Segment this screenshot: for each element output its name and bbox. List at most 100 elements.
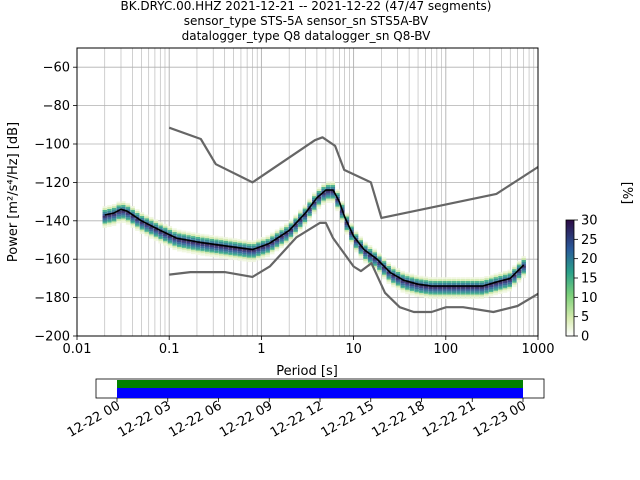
heatmap-cell — [442, 294, 447, 298]
heatmap-cell — [428, 286, 433, 290]
heatmap-cell — [516, 279, 522, 283]
heatmap-cell — [302, 208, 308, 212]
heatmap-cell — [307, 202, 312, 206]
heatmap-cell — [246, 249, 252, 253]
heatmap-cell — [121, 216, 126, 220]
heatmap-cell — [419, 281, 424, 285]
heatmap-cell — [442, 292, 447, 296]
heatmap-cell — [507, 271, 512, 275]
heatmap-cell — [521, 259, 526, 263]
y-tick-label: −160 — [34, 253, 70, 268]
heatmap-cell — [442, 279, 447, 282]
heatmap-cell — [163, 241, 168, 244]
heatmap-cell — [465, 296, 471, 299]
heatmap-cell — [484, 276, 489, 279]
heatmap-cell — [372, 262, 377, 265]
heatmap-cell — [312, 207, 317, 211]
heatmap-cell — [177, 231, 182, 235]
heatmap-cell — [242, 253, 247, 256]
heatmap-cell — [488, 274, 494, 278]
heatmap-cell — [488, 284, 494, 287]
heatmap-cell — [442, 288, 447, 292]
heatmap-cell — [288, 221, 294, 225]
heatmap-cell — [298, 209, 303, 213]
heatmap-cell — [419, 289, 424, 292]
heatmap-cell — [312, 211, 317, 215]
heatmap-cell — [204, 253, 210, 257]
heatmap-cell — [428, 288, 433, 292]
heatmap-cell — [461, 277, 466, 280]
heatmap-cell — [163, 223, 168, 227]
heatmap-cell — [474, 290, 480, 294]
heatmap-cell — [470, 281, 475, 284]
heatmap-cell — [414, 294, 419, 297]
heatmap-cell — [246, 255, 252, 259]
heatmap-cell — [516, 274, 522, 277]
heatmap-cell — [284, 232, 289, 236]
heatmap-cell — [307, 212, 312, 215]
heatmap-cell — [437, 286, 443, 290]
heatmap-cell — [316, 200, 322, 204]
heatmap-cell — [405, 291, 410, 295]
heatmap-cell — [223, 248, 228, 252]
heatmap-cell — [130, 221, 135, 224]
heatmap-cell — [251, 259, 256, 263]
heatmap-cell — [186, 237, 191, 240]
heatmap-cell — [512, 269, 517, 272]
heatmap-cell — [242, 241, 247, 245]
heatmap-cell — [232, 247, 238, 251]
heatmap-cell — [195, 250, 201, 254]
heatmap-cell — [414, 288, 419, 291]
heatmap-cell — [363, 243, 368, 247]
heatmap-cell — [521, 271, 526, 275]
heatmap-cell — [177, 233, 182, 237]
heatmap-cell — [312, 209, 317, 213]
heatmap-cell — [181, 230, 187, 234]
heatmap-cell — [395, 287, 401, 290]
x-tick-label: 100 — [433, 342, 458, 357]
heatmap-cell — [367, 264, 373, 267]
heatmap-cell — [144, 218, 149, 222]
timeline-tick-label: 12-22 18 — [369, 398, 427, 440]
heatmap-cell — [419, 293, 424, 296]
heatmap-cell — [419, 287, 424, 290]
heatmap-cell — [372, 254, 377, 257]
heatmap-cell — [200, 253, 205, 256]
heatmap-cell — [288, 229, 294, 232]
heatmap-cell — [256, 253, 261, 257]
heatmap-cell — [414, 278, 419, 282]
heatmap-cell — [409, 285, 415, 288]
heatmap-cell — [246, 244, 252, 247]
heatmap-cell — [149, 218, 154, 222]
heatmap-cell — [400, 284, 405, 287]
heatmap-cell — [428, 290, 433, 294]
heatmap-cell — [344, 228, 350, 231]
heatmap-cell — [270, 236, 275, 240]
heatmap-cell — [191, 234, 196, 237]
heatmap-cell — [125, 218, 131, 221]
heatmap-cell — [474, 286, 480, 290]
timeline-tick-label: 12-22 12 — [268, 398, 326, 440]
heatmap-cell — [298, 228, 303, 232]
heatmap-cell — [502, 272, 508, 276]
heatmap-cell — [516, 266, 522, 270]
heatmap-cell — [344, 216, 350, 220]
heatmap-cell — [102, 208, 107, 211]
heatmap-cell — [265, 235, 270, 238]
heatmap-cell — [326, 190, 331, 194]
heatmap-cell — [307, 214, 312, 217]
heatmap-cell — [335, 195, 340, 198]
heatmap-cell — [135, 218, 140, 222]
heatmap-cell — [377, 262, 382, 265]
heatmap-cell — [279, 230, 284, 233]
heatmap-cell — [111, 215, 117, 219]
heatmap-cell — [409, 283, 415, 286]
heatmap-cell — [423, 293, 429, 297]
heatmap-cell — [218, 240, 224, 243]
heatmap-cell — [367, 260, 373, 264]
heatmap-cell — [307, 210, 312, 213]
heatmap-cell — [349, 238, 354, 241]
heatmap-cell — [256, 240, 261, 244]
heatmap-cell — [232, 257, 238, 261]
